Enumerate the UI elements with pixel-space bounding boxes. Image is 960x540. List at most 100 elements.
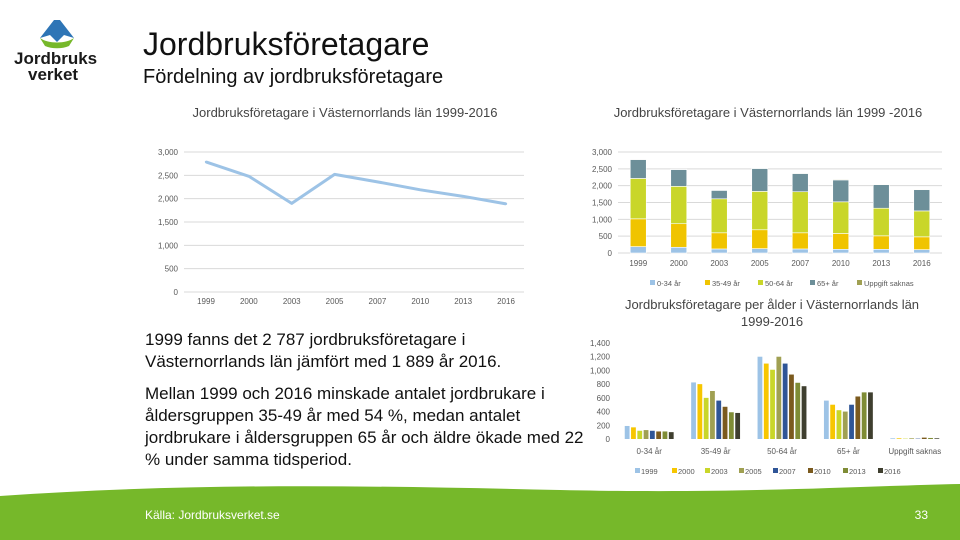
bar-segment xyxy=(791,191,809,234)
y-tick-label: 1,400 xyxy=(590,339,611,348)
bar xyxy=(703,397,709,439)
legend-swatch xyxy=(878,468,883,473)
bar-segment xyxy=(629,218,647,247)
bar xyxy=(823,400,829,439)
data-point xyxy=(504,202,508,206)
grouped-chart-title: Jordbruksföretagare per ålder i Västerno… xyxy=(624,297,920,329)
data-point xyxy=(333,173,336,176)
bar-segment xyxy=(791,173,809,193)
y-tick-label: 1,200 xyxy=(590,353,611,362)
bar xyxy=(801,386,807,439)
bar-segment xyxy=(710,248,728,254)
x-tick-label: 0-34 år xyxy=(637,447,663,456)
bar xyxy=(896,438,902,439)
data-point xyxy=(204,160,208,164)
bar-segment xyxy=(832,201,850,234)
bar-segment xyxy=(832,178,850,181)
x-tick-label: 2016 xyxy=(497,297,515,306)
legend-swatch xyxy=(843,468,848,473)
y-tick-label: 0 xyxy=(608,249,613,258)
bar xyxy=(649,430,655,439)
x-tick-label: 2016 xyxy=(913,259,931,268)
bar-segment xyxy=(751,191,769,231)
page-title: Jordbruksföretagare xyxy=(143,26,430,62)
bar xyxy=(757,356,763,439)
x-tick-label: 2010 xyxy=(832,259,850,268)
bar-segment xyxy=(751,229,769,249)
bar-segment xyxy=(629,246,647,254)
legend-label: 2007 xyxy=(779,467,796,476)
y-tick-label: 3,000 xyxy=(158,148,179,157)
x-tick-label: 2005 xyxy=(751,259,769,268)
line-chart: 0 500 1,000 1,500 2,000 2,500 3,000 1999 2000 200… xyxy=(158,148,524,306)
bar xyxy=(728,412,734,439)
page-subtitle: Fördelning av jordbruksföretagare xyxy=(143,66,444,88)
bar xyxy=(624,425,630,439)
x-tick-label: 1999 xyxy=(629,259,647,268)
data-point xyxy=(290,202,293,205)
bar xyxy=(868,392,873,439)
x-tick-label: 65+ år xyxy=(837,447,860,456)
bar xyxy=(861,392,867,439)
x-tick-label: 2007 xyxy=(369,297,387,306)
legend-swatch xyxy=(705,468,710,473)
page-number: 33 xyxy=(914,508,928,522)
bar-segment xyxy=(710,190,728,200)
x-tick-label: 1999 xyxy=(197,297,215,306)
data-point xyxy=(247,175,251,178)
bar-segment xyxy=(913,189,931,212)
y-tick-label: 3,000 xyxy=(592,148,613,157)
bar-segment xyxy=(710,232,728,250)
summary-paragraph-2: Mellan 1999 och 2016 minskade antalet jo… xyxy=(145,384,584,469)
y-tick-label: 1,500 xyxy=(592,199,613,208)
bar xyxy=(668,432,674,439)
bar-segment xyxy=(629,159,647,179)
legend-label: 2013 xyxy=(849,467,866,476)
y-tick-label: 1,500 xyxy=(158,218,179,227)
y-tick-label: 1,000 xyxy=(158,241,179,250)
data-point xyxy=(419,188,422,191)
x-tick-label: 50-64 år xyxy=(767,447,797,456)
bar xyxy=(716,400,722,439)
bar xyxy=(656,431,662,439)
legend-swatch xyxy=(739,468,744,473)
legend-swatch xyxy=(857,280,862,285)
bar xyxy=(643,430,649,439)
data-point xyxy=(461,195,465,198)
y-tick-label: 2,500 xyxy=(158,171,179,180)
y-tick-label: 500 xyxy=(165,265,179,274)
bar xyxy=(849,404,854,439)
y-tick-label: 2,000 xyxy=(592,182,613,191)
y-tick-label: 1,000 xyxy=(592,215,613,224)
series-line xyxy=(205,160,507,206)
bar xyxy=(710,391,715,439)
legend-swatch xyxy=(773,468,778,473)
bar-segment xyxy=(872,235,890,250)
y-tick-label: 400 xyxy=(597,408,611,417)
jordbruksverket-logo: Jordbruks verket xyxy=(14,14,100,84)
x-tick-label: 2000 xyxy=(240,297,258,306)
legend-label: Uppgift saknas xyxy=(864,279,914,288)
legend-label: 35-49 år xyxy=(712,279,740,288)
legend-swatch xyxy=(705,280,710,285)
x-tick-label: 2007 xyxy=(791,259,809,268)
bar-segment xyxy=(832,248,850,254)
bar xyxy=(909,438,915,439)
logo-text-line1: Jordbruks xyxy=(14,49,97,68)
bar xyxy=(631,427,636,439)
x-tick-label: 2000 xyxy=(670,259,688,268)
bar xyxy=(830,404,836,439)
data-point xyxy=(376,180,379,184)
bar-segment xyxy=(791,232,809,250)
legend-swatch xyxy=(635,468,640,473)
bar-segment xyxy=(872,248,890,254)
legend-swatch xyxy=(810,280,815,285)
grouped-bar-chart: 0 200 400 600 800 1,000 1,200 1,400 0-34 år 35-49… xyxy=(590,339,941,476)
bar-segment xyxy=(791,248,809,254)
x-tick-label: 2003 xyxy=(710,259,728,268)
bar-segment xyxy=(913,249,931,254)
legend-label: 2000 xyxy=(678,467,695,476)
bar xyxy=(836,410,842,439)
bar xyxy=(890,438,896,439)
bar-segment xyxy=(832,233,850,250)
